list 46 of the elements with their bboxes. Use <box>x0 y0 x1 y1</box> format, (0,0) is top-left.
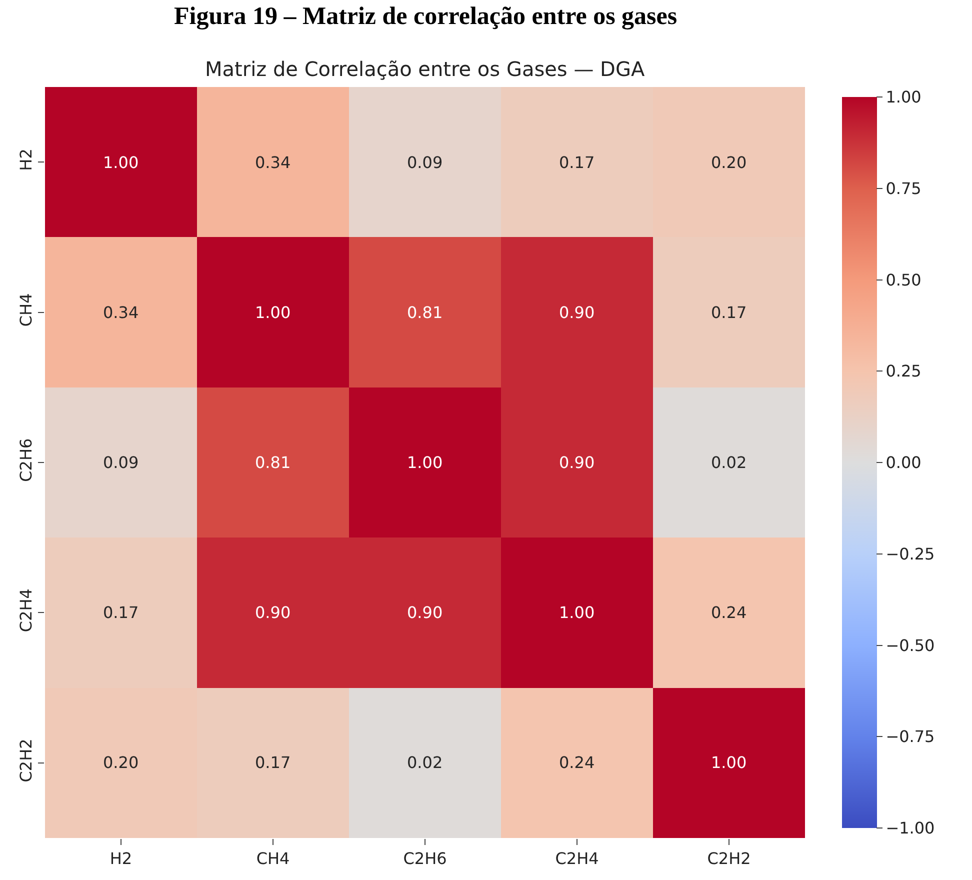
data-label: 0.81 <box>407 303 443 322</box>
color-bar-label: −0.25 <box>886 544 935 564</box>
x-tick-label: CH4 <box>256 849 290 868</box>
color-bar-label: 0.25 <box>886 362 922 381</box>
data-label: 0.90 <box>559 453 595 472</box>
data-label: 0.09 <box>407 153 443 172</box>
color-bar-label: −1.00 <box>886 818 935 838</box>
data-label: 1.00 <box>103 153 139 172</box>
data-label: 1.00 <box>407 453 443 472</box>
data-label: 0.90 <box>559 303 595 322</box>
x-tick-label: C2H2 <box>707 849 751 868</box>
color-bar-label: 0.75 <box>886 178 922 198</box>
color-bar-label: 1.00 <box>886 88 922 107</box>
data-label: 0.34 <box>255 153 291 172</box>
color-bar-label: 0.00 <box>886 453 922 472</box>
data-label: 0.17 <box>559 153 595 172</box>
data-label: 0.34 <box>103 303 139 322</box>
y-tick-label: C2H4 <box>16 588 36 632</box>
data-label: 1.00 <box>711 753 747 772</box>
data-label: 0.24 <box>711 603 747 622</box>
data-label: 1.00 <box>255 303 291 322</box>
data-label: 0.17 <box>103 603 139 622</box>
x-tick-label: C2H6 <box>403 849 447 868</box>
chart-subtitle: Matriz de Correlação entre os Gases — DGA <box>205 57 645 81</box>
data-label: 0.90 <box>255 603 291 622</box>
x-tick-label: C2H4 <box>555 849 599 868</box>
y-tick-label: C2H2 <box>16 738 36 782</box>
data-label: 0.17 <box>255 753 291 772</box>
y-tick-label: CH4 <box>16 293 36 327</box>
color-bar-label: −0.50 <box>886 636 935 655</box>
color-bar-label: 0.50 <box>886 270 922 290</box>
data-label: 0.17 <box>711 303 747 322</box>
data-label: 0.09 <box>103 453 139 472</box>
y-tick-label: H2 <box>16 148 36 171</box>
data-label: 0.24 <box>559 753 595 772</box>
x-tick-label: H2 <box>110 849 132 868</box>
data-label: 0.02 <box>407 753 443 772</box>
data-label: 0.20 <box>711 153 747 172</box>
data-label: 0.90 <box>407 603 443 622</box>
y-tick-label: C2H6 <box>16 438 36 482</box>
chart-title: Figura 19 – Matriz de correlação entre os gases <box>174 3 678 30</box>
data-label: 0.20 <box>103 753 139 772</box>
color-bar-label: −0.75 <box>886 727 935 746</box>
data-label: 0.02 <box>711 453 747 472</box>
data-label: 1.00 <box>559 603 595 622</box>
data-label: 0.81 <box>255 453 291 472</box>
